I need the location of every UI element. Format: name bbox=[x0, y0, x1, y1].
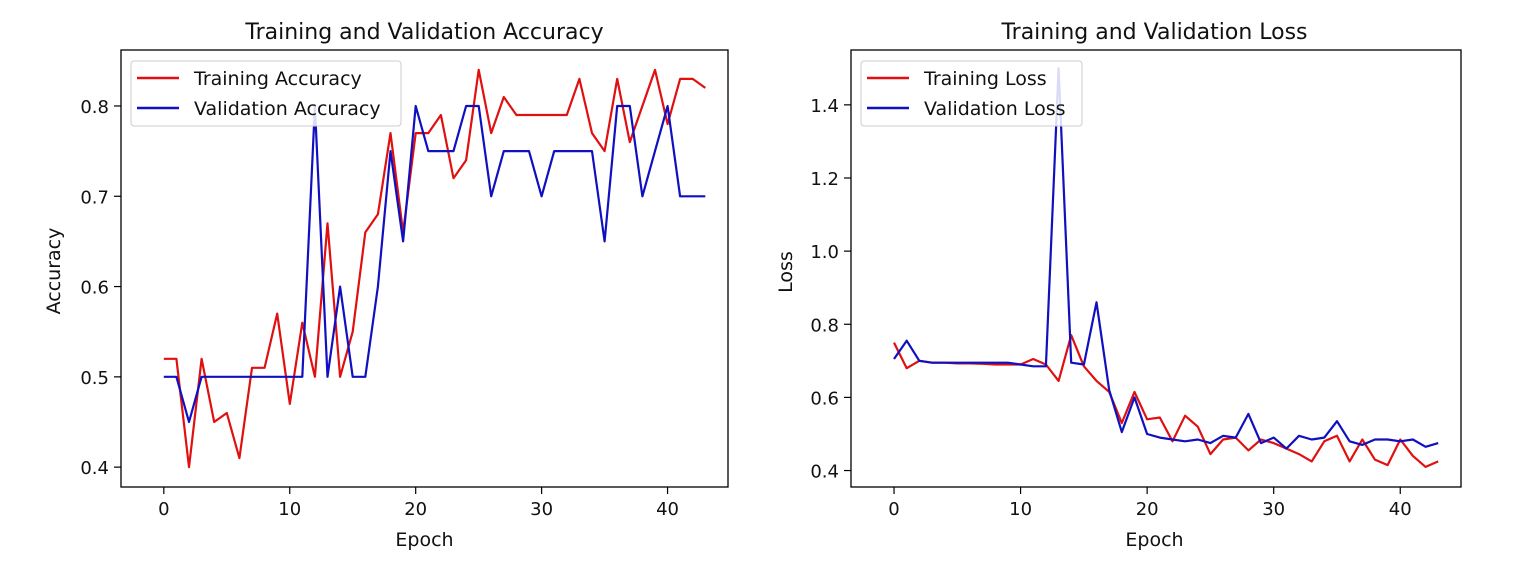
y-tick-label: 0.4 bbox=[810, 462, 839, 483]
training-series-line bbox=[163, 68, 706, 469]
accuracy-chart: Training and Validation Accuracy 0 10 20 30… bbox=[43, 20, 729, 551]
legend-label-validation: Validation Accuracy bbox=[194, 98, 381, 120]
y-tick-label: 0.8 bbox=[810, 315, 839, 336]
validation-series-line bbox=[893, 67, 1439, 450]
x-tick-label: 20 bbox=[1136, 499, 1159, 520]
legend: Training Accuracy Validation Accuracy bbox=[130, 60, 402, 127]
plot-frame bbox=[850, 49, 1462, 488]
x-tick-label: 10 bbox=[278, 499, 301, 520]
y-tick-label: 0.5 bbox=[80, 368, 109, 389]
x-axis-label: Epoch bbox=[395, 529, 453, 551]
y-tick-label: 1.4 bbox=[810, 96, 839, 117]
y-axis-label: Loss bbox=[775, 251, 797, 293]
y-tick-label: 0.8 bbox=[80, 97, 109, 118]
chart-title: Training and Validation Loss bbox=[1000, 20, 1307, 45]
loss-chart: Training and Validation Loss 0 10 20 30 40 0.… bbox=[775, 20, 1462, 551]
y-tick-label: 0.6 bbox=[80, 278, 109, 299]
y-tick-label: 1.2 bbox=[810, 169, 839, 190]
y-tick-label: 0.6 bbox=[810, 388, 839, 409]
x-tick-label: 10 bbox=[1009, 499, 1032, 520]
x-tick-label: 30 bbox=[1262, 499, 1285, 520]
legend-box bbox=[130, 60, 402, 127]
tick-group: 0 10 20 30 40 0.4 0.6 0.8 1.0 1.2 1.4 bbox=[810, 96, 1411, 520]
training-series-line bbox=[893, 334, 1439, 468]
x-tick-label: 0 bbox=[888, 499, 899, 520]
line-group bbox=[163, 68, 706, 469]
legend-label-training: Training Loss bbox=[923, 68, 1047, 90]
validation-series-line bbox=[163, 104, 706, 424]
legend-label-validation: Validation Loss bbox=[924, 98, 1066, 120]
y-tick-label: 1.0 bbox=[810, 242, 839, 263]
x-tick-label: 40 bbox=[656, 499, 679, 520]
plot-frame bbox=[120, 49, 729, 488]
x-tick-label: 30 bbox=[530, 499, 553, 520]
x-tick-label: 20 bbox=[404, 499, 427, 520]
legend: Training Loss Validation Loss bbox=[860, 60, 1083, 127]
y-axis-label: Accuracy bbox=[43, 228, 65, 315]
line-group bbox=[893, 67, 1439, 468]
y-tick-label: 0.4 bbox=[80, 458, 109, 479]
x-tick-label: 0 bbox=[158, 499, 169, 520]
chart-title: Training and Validation Accuracy bbox=[244, 20, 603, 45]
legend-box bbox=[860, 60, 1083, 127]
tick-group: 0 10 20 30 40 0.4 0.5 0.6 0.7 0.8 bbox=[80, 97, 679, 520]
y-tick-label: 0.7 bbox=[80, 187, 109, 208]
legend-label-training: Training Accuracy bbox=[193, 68, 362, 90]
x-axis-label: Epoch bbox=[1125, 529, 1183, 551]
x-tick-label: 40 bbox=[1389, 499, 1412, 520]
